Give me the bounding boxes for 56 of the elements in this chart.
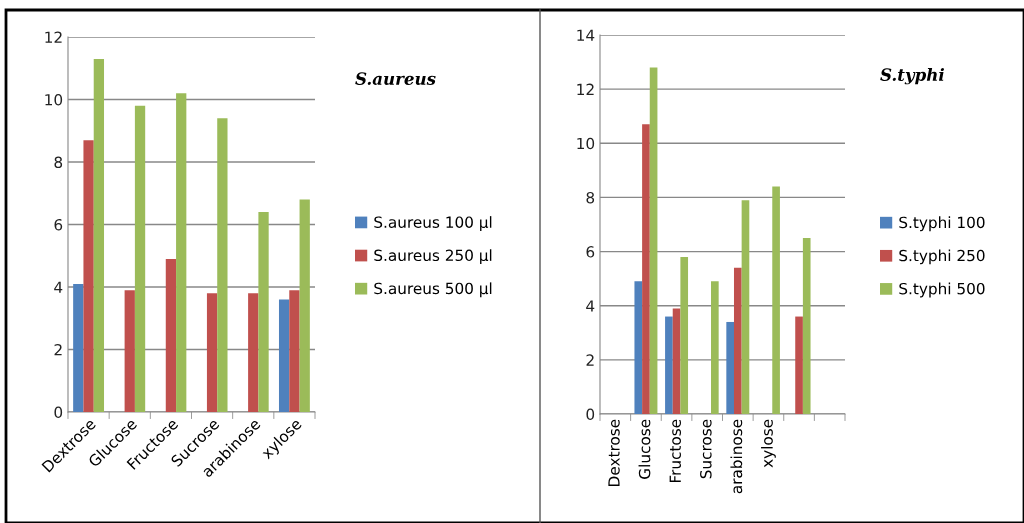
bar xyxy=(726,321,734,414)
legend-title: S.aureus xyxy=(355,72,436,85)
x-tick-label: Glucose xyxy=(638,419,651,479)
bar xyxy=(299,199,310,412)
bar xyxy=(124,290,135,412)
y-tick-label: 8 xyxy=(54,156,63,169)
bar xyxy=(733,267,742,414)
bar xyxy=(217,118,228,412)
bar xyxy=(165,258,177,412)
bar xyxy=(278,299,290,412)
y-tick-label: 4 xyxy=(586,300,595,312)
bar xyxy=(772,186,780,414)
x-tick-label: Fructose xyxy=(669,419,681,483)
bar xyxy=(634,281,643,414)
y-tick-label: 12 xyxy=(45,31,62,43)
y-tick-label: 0 xyxy=(586,408,595,421)
y-tick-label: 0 xyxy=(54,406,63,419)
legend-title: S.typhi xyxy=(880,68,944,85)
bar xyxy=(711,281,719,414)
x-tick-label: xylose xyxy=(761,419,776,468)
bar xyxy=(672,308,681,414)
bar xyxy=(134,105,146,412)
y-tick-label: 8 xyxy=(586,191,595,204)
bar xyxy=(206,293,218,412)
bar xyxy=(649,67,658,414)
y-tick-label: 2 xyxy=(54,343,62,356)
legend-label: S.aureus 250 µl xyxy=(374,249,492,265)
legend-label: S.aureus 500 µl xyxy=(374,282,492,298)
bar xyxy=(665,316,673,414)
y-tick-label: 6 xyxy=(586,246,595,258)
legend-label: S.typhi 250 xyxy=(899,249,985,265)
y-tick-label: 2 xyxy=(586,354,594,366)
legend-label: S.aureus 100 µl xyxy=(374,216,492,231)
y-tick-label: 14 xyxy=(577,29,595,41)
y-tick-label: 4 xyxy=(54,281,63,293)
bar xyxy=(73,283,84,412)
y-tick-label: 10 xyxy=(577,137,595,150)
bar xyxy=(680,256,689,414)
legend-label: S.typhi 100 xyxy=(899,216,985,232)
bar xyxy=(258,212,269,412)
bar xyxy=(741,200,750,414)
x-tick-label: Dextrose xyxy=(608,419,620,486)
legend-label: S.typhi 500 xyxy=(899,282,985,298)
bar xyxy=(176,93,187,412)
y-tick-label: 12 xyxy=(577,83,594,95)
x-tick-label: Sucrose xyxy=(700,419,712,479)
bar xyxy=(83,140,94,412)
x-tick-label: arabinose xyxy=(730,419,743,494)
y-tick-label: 6 xyxy=(54,218,63,231)
y-tick-label: 10 xyxy=(45,93,63,106)
bar xyxy=(802,238,811,414)
bar xyxy=(248,293,259,412)
bar xyxy=(289,290,300,412)
bar xyxy=(642,124,650,414)
bar xyxy=(93,58,105,412)
bar xyxy=(795,316,803,414)
